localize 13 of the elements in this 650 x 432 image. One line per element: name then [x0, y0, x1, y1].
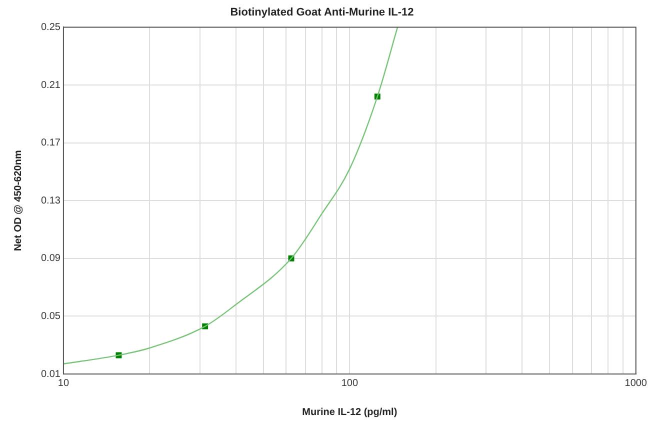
y-tick-label: 0.17	[40, 138, 61, 149]
x-tick-label: 1000	[624, 378, 648, 389]
chart-title: Biotinylated Goat Anti-Murine IL-12	[230, 6, 414, 19]
y-tick-label: 0.09	[40, 253, 61, 264]
x-axis-title: Murine IL-12 (pg/ml)	[302, 406, 398, 418]
y-axis-title: Net OD @ 450-620nm	[12, 150, 24, 252]
y-tick-label: 0.01	[40, 368, 61, 380]
y-tick-label: 0.05	[40, 310, 61, 322]
y-tick-label: 0.13	[40, 195, 61, 206]
y-tick-label: 0.25	[40, 22, 61, 33]
x-tick-label: 10	[58, 378, 70, 389]
y-tick-label: 0.21	[40, 80, 61, 91]
x-tick-label: 100	[341, 378, 358, 389]
